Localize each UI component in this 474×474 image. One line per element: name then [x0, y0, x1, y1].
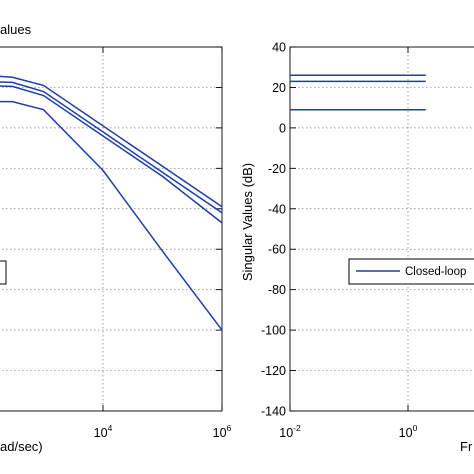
left-x-tick-label: 104	[94, 423, 113, 440]
right-x-tick-labels: 10-2 100	[279, 423, 417, 440]
left-series-line	[0, 81, 223, 214]
right-y-tick-label: -60	[268, 243, 286, 257]
right-gridlines	[289, 46, 474, 412]
right-y-tick-label: -100	[261, 324, 286, 338]
right-x-tick-label: 10-2	[279, 423, 301, 440]
left-plot-panel: 104 106 alues ad/sec)	[0, 22, 232, 454]
right-y-tick-labels: 40 20 0 -20 -40 -60 -80 -100 -120 -140	[261, 41, 286, 419]
left-series-line	[0, 85, 223, 224]
right-y-tick-label: 0	[279, 121, 286, 135]
left-gridlines	[0, 46, 223, 411]
right-x-tick-label: 100	[399, 423, 418, 440]
left-plot-title: alues	[0, 22, 32, 37]
right-y-axis-label: Singular Values (dB)	[240, 163, 255, 281]
right-y-tick-label: -40	[268, 202, 286, 216]
right-plot-frame	[289, 46, 474, 412]
right-legend: Closed-loop	[348, 258, 474, 285]
right-y-tick-label: -20	[268, 162, 286, 176]
left-legend-box	[0, 260, 7, 285]
left-series-group	[0, 75, 223, 331]
right-y-tick-label: 40	[272, 41, 286, 55]
right-y-tick-label: 20	[272, 81, 286, 95]
right-y-tick-label: -140	[261, 405, 286, 419]
left-series-line	[0, 75, 223, 208]
right-y-tick-label: -80	[268, 283, 286, 297]
left-x-tick-label: 106	[213, 423, 232, 440]
left-series-line	[0, 100, 223, 331]
left-plot-frame	[0, 46, 223, 412]
right-x-axis-label: Fr	[460, 439, 473, 454]
right-plot-panel: 40 20 0 -20 -40 -60 -80 -100 -120 -140 10-2 100 Si…	[240, 41, 474, 454]
left-x-tick-labels: 104 106	[94, 423, 232, 440]
right-y-tick-label: -120	[261, 364, 286, 378]
legend-entry-label: Closed-loop	[405, 266, 466, 278]
left-x-axis-label: ad/sec)	[0, 439, 43, 454]
right-series-group	[290, 74, 426, 111]
